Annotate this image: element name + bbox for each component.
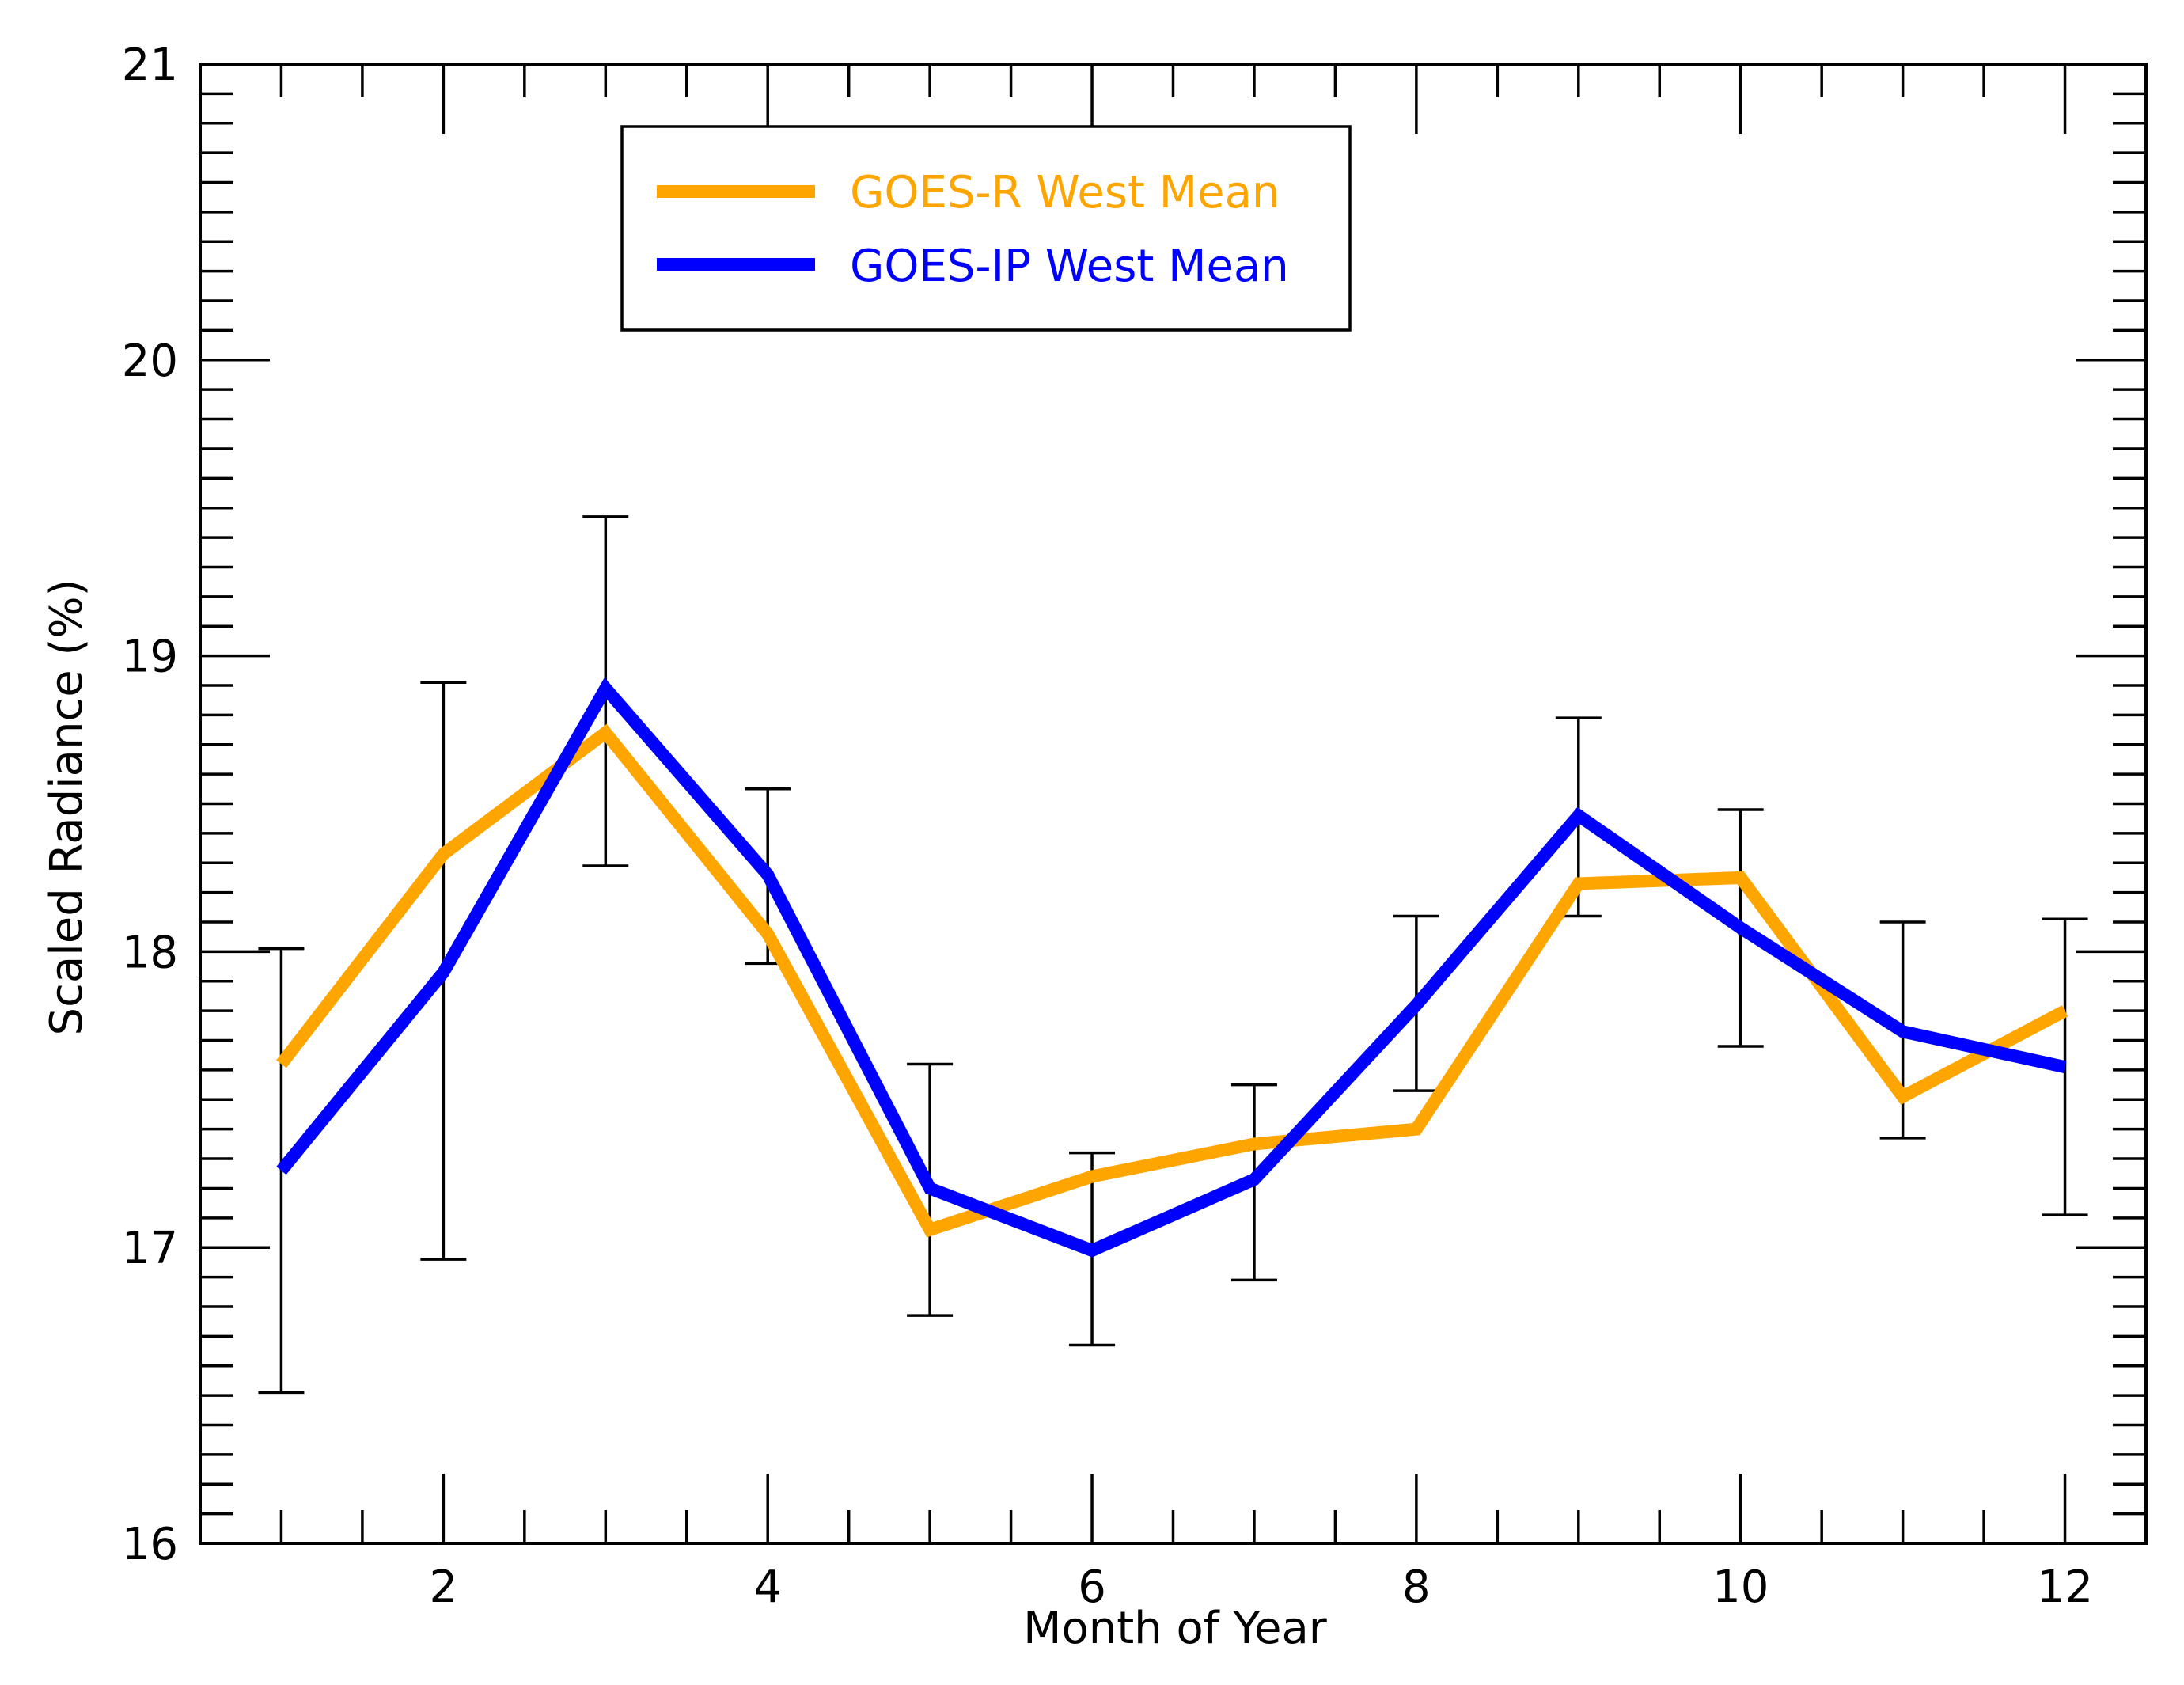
x-tick-label: 6 — [1078, 1562, 1106, 1613]
series-line-goes-ip — [276, 677, 2067, 1258]
y-tick-label: 21 — [122, 40, 178, 91]
y-tick-label: 16 — [122, 1519, 178, 1570]
legend-label-goes-r: GOES-R West Mean — [850, 167, 1280, 218]
x-tick-label: 12 — [2037, 1562, 2093, 1613]
ticks-layer — [199, 63, 2148, 1545]
x-axis-label: Month of Year — [1023, 1603, 1328, 1654]
x-tick-label: 8 — [1402, 1562, 1431, 1613]
x-tick-label: 2 — [430, 1562, 458, 1613]
x-tick-label: 4 — [753, 1562, 782, 1613]
y-tick-label: 18 — [122, 927, 178, 978]
y-tick-label: 20 — [122, 336, 178, 387]
series-line-goes-r — [276, 723, 2068, 1238]
series-lines — [276, 677, 2068, 1258]
legend-label-goes-ip: GOES-IP West Mean — [850, 241, 1289, 292]
y-tick-label: 19 — [122, 632, 178, 683]
y-tick-label: 17 — [122, 1223, 178, 1274]
legend: GOES-R West Mean GOES-IP West Mean — [620, 125, 1352, 332]
y-axis-label: Scaled Radiance (%) — [41, 579, 93, 1036]
error-bars — [258, 515, 2088, 1395]
tick-labels: 16 17 18 19 20 21 2 4 6 8 10 12 — [122, 40, 2093, 1613]
x-tick-label: 10 — [1712, 1562, 1769, 1613]
legend-box — [620, 125, 1352, 332]
plot-frame — [199, 63, 2148, 1545]
